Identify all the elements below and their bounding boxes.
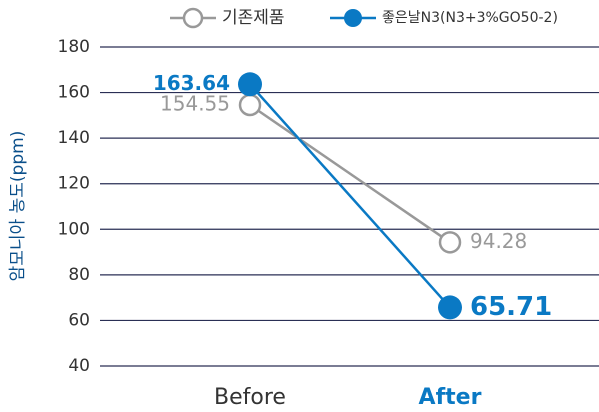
y-tick-label: 60 bbox=[68, 310, 90, 330]
data-label: 154.55 bbox=[160, 91, 230, 115]
x-tick-label: Before bbox=[214, 385, 286, 410]
data-point bbox=[438, 295, 462, 320]
legend-label: 기존제품 bbox=[222, 8, 285, 28]
legend-label: 좋은날N3(N3+3%GO50-2) bbox=[382, 10, 558, 26]
y-tick-label: 100 bbox=[58, 219, 90, 239]
series-line bbox=[249, 83, 451, 309]
data-label: 65.71 bbox=[470, 292, 552, 322]
y-tick-label: 40 bbox=[68, 356, 90, 376]
y-tick-label: 140 bbox=[58, 128, 90, 148]
data-point bbox=[438, 231, 462, 254]
data-label: 163.64 bbox=[153, 71, 230, 95]
legend-marker bbox=[344, 9, 362, 27]
legend-marker bbox=[182, 7, 204, 29]
y-tick-label: 180 bbox=[58, 37, 90, 57]
x-tick-label: After bbox=[419, 385, 482, 410]
y-tick-label: 80 bbox=[68, 265, 90, 285]
series-line bbox=[249, 103, 451, 244]
y-axis-title: 암모니아 농도(ppm) bbox=[8, 131, 28, 282]
y-tick-label: 120 bbox=[58, 174, 90, 194]
data-label: 94.28 bbox=[470, 229, 527, 253]
data-point bbox=[238, 72, 262, 97]
data-point bbox=[238, 93, 262, 117]
y-tick-label: 160 bbox=[58, 83, 90, 103]
